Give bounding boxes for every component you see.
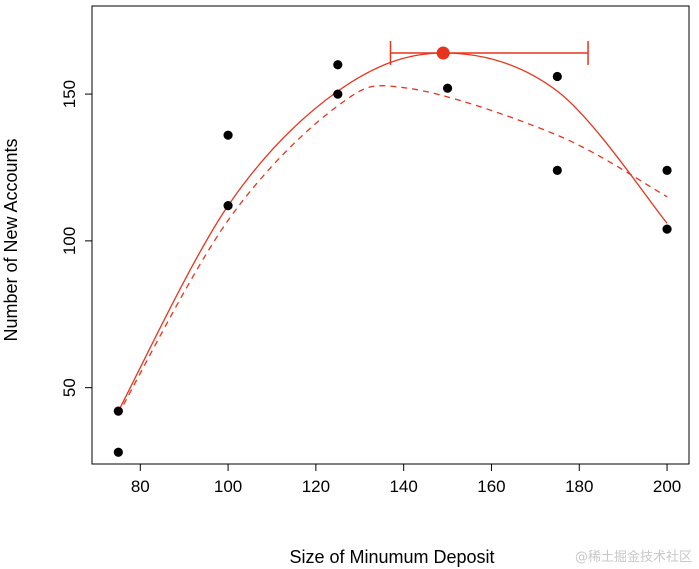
x-tick-label: 100: [214, 477, 242, 496]
dashed-fit-line: [117, 85, 668, 415]
data-point: [113, 447, 123, 457]
x-tick-label: 80: [131, 477, 150, 496]
data-point: [223, 201, 233, 211]
data-point: [552, 165, 562, 176]
x-tick-label: 180: [565, 477, 593, 496]
watermark: @稀土掘金技术社区: [575, 549, 692, 565]
x-axis: 80 100 120 140 160 180 200: [131, 464, 681, 496]
y-axis-title: Number of New Accounts: [1, 138, 21, 341]
data-point: [223, 130, 233, 140]
data-point: [442, 83, 453, 93]
x-tick-label: 120: [302, 477, 330, 496]
data-point: [333, 89, 343, 99]
data-point: [113, 406, 123, 416]
x-tick-label: 160: [477, 477, 505, 496]
y-tick-label: 150: [60, 80, 79, 108]
data-point: [552, 71, 562, 82]
y-tick-label: 50: [60, 378, 79, 397]
data-point: [333, 60, 343, 70]
y-tick-label: 100: [60, 227, 79, 255]
solid-fit-line: [117, 52, 668, 412]
plot-frame: [91, 5, 690, 465]
curves: [117, 52, 668, 415]
data-points: [113, 60, 672, 457]
y-axis: 50 100 150: [60, 80, 92, 397]
x-tick-label: 200: [653, 477, 681, 496]
data-point: [662, 224, 672, 234]
optimum-point: [436, 46, 450, 60]
x-tick-label: 140: [389, 477, 417, 496]
optimum-interval: [389, 40, 589, 65]
x-axis-title: Size of Minumum Deposit: [289, 547, 494, 567]
data-point: [662, 165, 672, 176]
